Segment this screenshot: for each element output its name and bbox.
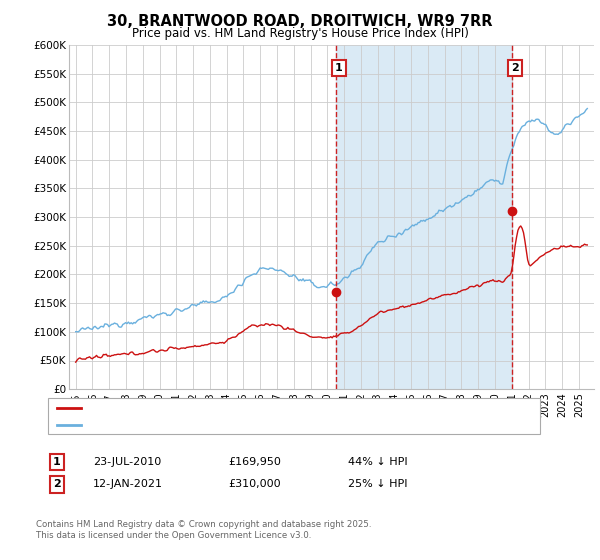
- Text: Price paid vs. HM Land Registry's House Price Index (HPI): Price paid vs. HM Land Registry's House …: [131, 27, 469, 40]
- Text: 1: 1: [53, 457, 61, 467]
- Text: 2: 2: [511, 63, 519, 73]
- Text: £310,000: £310,000: [228, 479, 281, 489]
- Text: 30, BRANTWOOD ROAD, DROITWICH, WR9 7RR (detached house): 30, BRANTWOOD ROAD, DROITWICH, WR9 7RR (…: [85, 403, 425, 413]
- Text: HPI: Average price, detached house, Wychavon: HPI: Average price, detached house, Wych…: [85, 420, 332, 430]
- Text: 44% ↓ HPI: 44% ↓ HPI: [348, 457, 407, 467]
- Text: 1: 1: [335, 63, 343, 73]
- Bar: [337, 45, 512, 389]
- Text: 2: 2: [53, 479, 61, 489]
- Text: This data is licensed under the Open Government Licence v3.0.: This data is licensed under the Open Gov…: [36, 531, 311, 540]
- Text: £169,950: £169,950: [228, 457, 281, 467]
- Text: 23-JUL-2010: 23-JUL-2010: [93, 457, 161, 467]
- Text: 30, BRANTWOOD ROAD, DROITWICH, WR9 7RR: 30, BRANTWOOD ROAD, DROITWICH, WR9 7RR: [107, 14, 493, 29]
- Text: Contains HM Land Registry data © Crown copyright and database right 2025.: Contains HM Land Registry data © Crown c…: [36, 520, 371, 529]
- Text: 25% ↓ HPI: 25% ↓ HPI: [348, 479, 407, 489]
- Text: 12-JAN-2021: 12-JAN-2021: [93, 479, 163, 489]
